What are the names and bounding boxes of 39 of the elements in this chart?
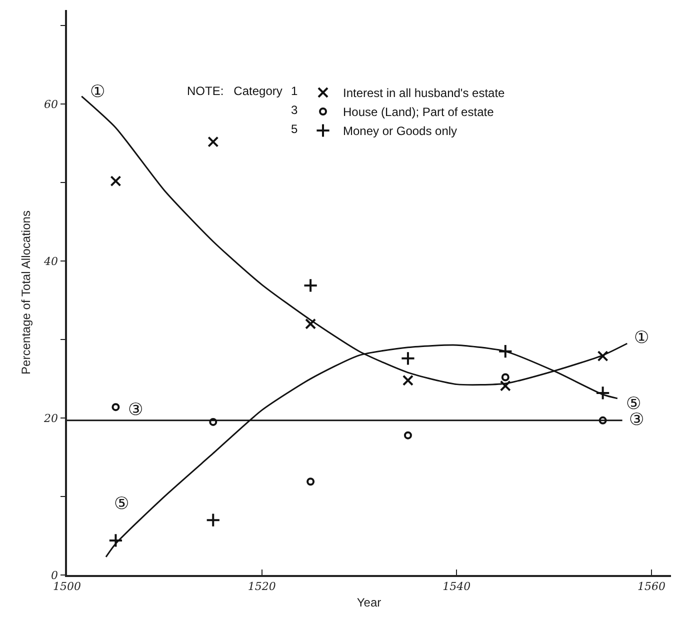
point — [400, 351, 416, 366]
point — [108, 533, 124, 548]
point — [501, 373, 510, 382]
legend-label: Interest in all husband's estate — [343, 86, 506, 100]
point — [498, 344, 513, 359]
y-tick-label: 60 — [44, 98, 58, 112]
annotation: 5 — [291, 122, 298, 136]
point — [402, 374, 414, 386]
x-tick-label: 1540 — [442, 580, 471, 593]
y-tick-label: 0 — [51, 568, 58, 582]
point — [209, 418, 218, 426]
point — [597, 350, 608, 362]
legend-label: House (Land); Part of estate — [343, 105, 494, 120]
annotation: 3 — [291, 103, 298, 117]
point — [303, 278, 318, 293]
legend-label: Money or Goods only — [343, 124, 458, 138]
point — [500, 380, 511, 392]
annotation: ① — [634, 328, 650, 348]
annotation: ① — [90, 82, 106, 102]
x-tick-label: 1500 — [53, 580, 81, 593]
point — [598, 416, 607, 424]
y-tick-label: 20 — [43, 412, 58, 425]
point — [306, 478, 315, 486]
legend-title: NOTE: Category — [187, 84, 282, 98]
annotation: ⑤ — [114, 494, 130, 514]
y-axis-title: Percentage of Total Allocations — [18, 210, 33, 374]
annotation: ③ — [128, 400, 144, 420]
x-tick-label: 1520 — [248, 580, 276, 593]
x-tick-label: 1560 — [638, 580, 666, 593]
point — [112, 403, 120, 412]
point — [110, 176, 122, 187]
point — [208, 136, 219, 148]
point — [206, 512, 220, 528]
y-tick-label: 40 — [43, 254, 58, 268]
x-axis-title: Year — [356, 595, 382, 610]
point — [305, 318, 316, 330]
annotation: 1 — [291, 84, 298, 98]
point — [404, 431, 412, 440]
point — [596, 386, 610, 400]
